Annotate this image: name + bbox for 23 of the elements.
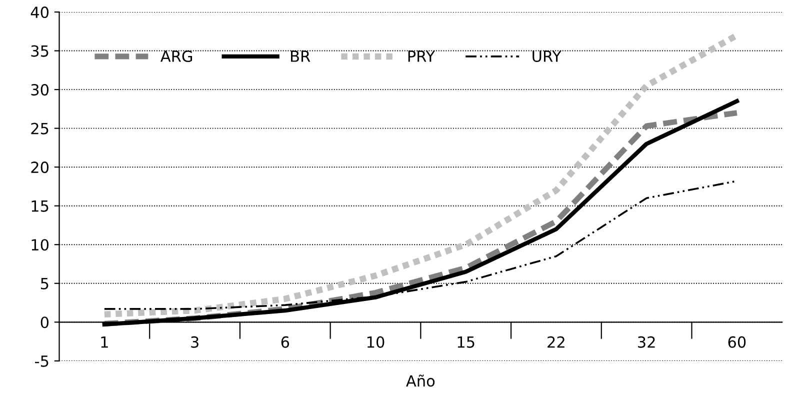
x-tick-label: 60 xyxy=(728,336,746,348)
y-tick-label: 5 xyxy=(40,278,48,290)
x-tick-label: 3 xyxy=(191,336,198,348)
y-tick-label: 25 xyxy=(31,122,48,134)
y-tick-label: 30 xyxy=(31,84,49,96)
x-tick-label: 6 xyxy=(281,336,290,348)
y-tick-label: -5 xyxy=(35,356,48,367)
y-tick-label: 20 xyxy=(31,162,49,174)
legend-label: ARG xyxy=(160,50,192,62)
x-tick-label: 1 xyxy=(101,336,108,348)
y-tick-label: 0 xyxy=(40,316,49,328)
y-tick-label: 40 xyxy=(30,6,49,18)
legend-label: URY xyxy=(532,50,562,62)
x-tick-label: 10 xyxy=(367,336,384,348)
y-tick-label: 15 xyxy=(32,200,48,212)
legend-label: PRY xyxy=(408,50,436,62)
x-tick-label: 15 xyxy=(458,336,474,348)
x-axis-title: Año xyxy=(406,374,435,387)
y-tick-label: 35 xyxy=(31,45,48,57)
y-tick-label: 10 xyxy=(32,239,49,251)
x-tick-label: 22 xyxy=(548,336,564,348)
legend-label: BR xyxy=(291,50,310,62)
x-tick-label: 32 xyxy=(638,336,655,348)
